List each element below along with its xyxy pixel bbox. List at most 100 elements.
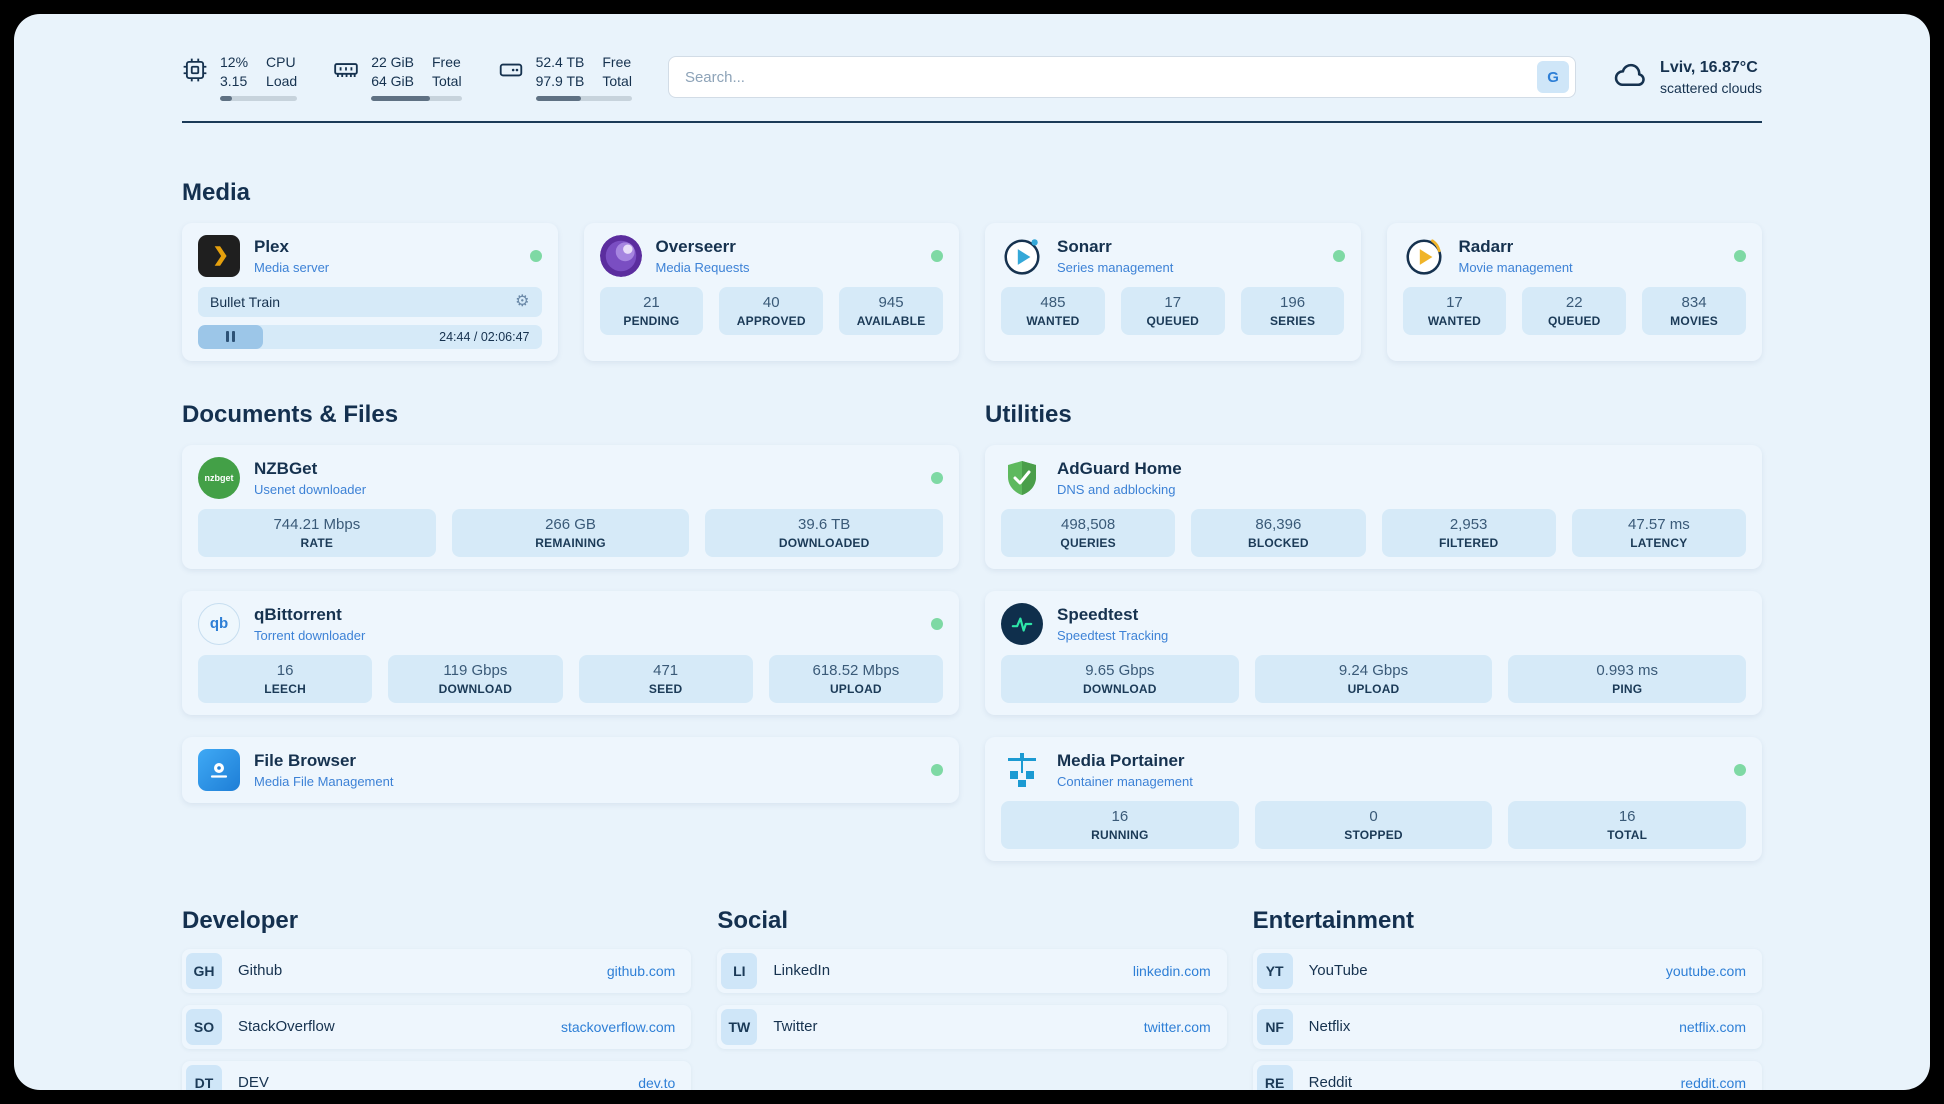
playback-time: 24:44 / 02:06:47 [439,329,530,344]
stat-label: UPLOAD [1347,681,1400,696]
status-dot [931,617,943,630]
stat-box: 39.6 TB DOWNLOADED [705,508,944,557]
stat-box: 0 STOPPED [1254,800,1493,849]
disk-total: 97.9 TB [535,72,585,89]
app-card-adguard[interactable]: AdGuard Home DNS and adblocking 498,508 … [985,444,1762,569]
speedtest-icon [1001,602,1043,645]
pause-icon[interactable] [226,331,236,343]
app-card-radarr[interactable]: Radarr Movie management 17 WANTED 22 QUE… [1386,222,1762,361]
stat-value: 945 [878,293,904,311]
stat-box: 47.57 ms LATENCY [1571,508,1746,557]
bookmark-name: Netflix [1308,1018,1351,1036]
stat-label: TOTAL [1607,827,1648,842]
cpu-widget: 12% CPU 3.15 Load [182,54,298,101]
app-card-overseerr[interactable]: Overseerr Media Requests 21 PENDING 40 A… [583,222,959,361]
now-playing-title: Bullet Train [210,293,281,310]
stat-label: DOWNLOADED [778,535,870,550]
documents-section-title: Documents & Files [182,400,399,428]
bookmark-linkedin[interactable]: LI LinkedIn linkedin.com [717,948,1227,993]
app-subtitle: Usenet downloader [254,481,367,497]
disk-free: 52.4 TB [535,54,585,70]
stat-box: 744.21 Mbps RATE [198,508,436,557]
stat-box: 945 AVAILABLE [839,286,943,335]
stat-label: PENDING [623,313,680,328]
app-card-sonarr[interactable]: Sonarr Series management 485 WANTED 17 Q… [985,222,1361,361]
documents-section: Documents & Files nzbget NZBGet Usenet d… [182,401,959,803]
gear-icon[interactable]: ⚙ [515,292,530,310]
search-engine-button[interactable]: G [1537,61,1570,94]
stat-label: LATENCY [1630,535,1688,550]
stat-box: 266 GB REMAINING [451,508,690,557]
cpu-icon [182,57,208,88]
app-subtitle: Container management [1057,773,1193,789]
stat-label: PING [1612,681,1643,696]
stat-label: APPROVED [736,313,806,328]
app-subtitle: Media Requests [655,259,750,275]
stat-box: 2,953 FILTERED [1381,508,1556,557]
stat-box: 485 WANTED [1001,286,1105,335]
bookmark-url: linkedin.com [1132,962,1211,979]
app-name: AdGuard Home [1057,458,1182,478]
stat-box: 16 LEECH [198,654,373,703]
stat-value: 17 [1446,293,1463,311]
stat-value: 744.21 Mbps [273,515,361,533]
stat-label: RATE [300,535,334,550]
disk-widget: 52.4 TB Free 97.9 TB Total [498,54,632,101]
stat-value: 21 [643,293,660,311]
adguard-icon [1001,457,1043,499]
stat-box: 17 QUEUED [1120,286,1225,335]
app-name: Radarr [1458,236,1514,256]
bookmark-url: twitter.com [1143,1018,1211,1035]
stat-value: 471 [653,661,679,679]
dashboard-page: 12% CPU 3.15 Load [14,14,1930,1090]
app-name: Media Portainer [1057,750,1185,770]
app-card-speedtest[interactable]: Speedtest Speedtest Tracking 9.65 Gbps D… [985,590,1762,715]
bookmark-name: Github [238,962,283,980]
bookmark-name: StackOverflow [238,1018,335,1036]
app-name: qBittorrent [254,604,342,624]
stat-label: QUERIES [1060,535,1116,550]
playback-progress-fill [198,324,264,349]
memory-label-top: Free [432,54,461,70]
top-bar: 12% CPU 3.15 Load [182,54,1762,101]
bookmark-youtube[interactable]: YT YouTube youtube.com [1252,948,1762,993]
bookmark-url: stackoverflow.com [560,1018,676,1035]
stat-value: 16 [1111,807,1129,825]
stat-value: 485 [1040,293,1066,311]
entertainment-section: Entertainment YT YouTube youtube.com NF … [1252,907,1762,1090]
app-subtitle: DNS and adblocking [1057,481,1176,497]
app-card-nzbget[interactable]: nzbget NZBGet Usenet downloader 744.21 M… [182,444,959,569]
playback-progress-bar[interactable]: 24:44 / 02:06:47 [198,324,542,349]
cpu-label-bottom: Load [266,72,298,89]
search-input[interactable] [684,68,1538,86]
bookmark-stackoverflow[interactable]: SO StackOverflow stackoverflow.com [182,1004,692,1049]
bookmark-dev[interactable]: DT DEV dev.to [182,1060,692,1090]
bookmark-netflix[interactable]: NF Netflix netflix.com [1252,1004,1762,1049]
memory-icon [333,57,359,88]
weather-widget: Lviv, 16.87°C scattered clouds [1612,57,1762,98]
stat-label: SEED [648,681,683,696]
app-name: Speedtest [1057,604,1139,624]
stat-label: QUEUED [1547,313,1601,328]
stat-box: 618.52 Mbps UPLOAD [768,654,943,703]
stat-box: 498,508 QUERIES [1001,508,1176,557]
bookmark-twitter[interactable]: TW Twitter twitter.com [717,1004,1227,1049]
bookmark-name: DEV [238,1074,269,1090]
app-card-filebrowser[interactable]: File Browser Media File Management [182,736,959,803]
youtube-badge-icon: YT [1256,952,1293,989]
bookmark-url: reddit.com [1680,1074,1746,1090]
stat-label: STOPPED [1344,827,1403,842]
stat-box: 16 TOTAL [1508,800,1747,849]
app-card-portainer[interactable]: Media Portainer Container management 16 … [985,736,1762,861]
bookmark-github[interactable]: GH Github github.com [182,948,692,993]
stat-value: 47.57 ms [1628,515,1690,533]
radarr-icon [1403,235,1445,277]
app-card-plex[interactable]: Plex Media server Bullet Train ⚙ 24:44 [182,222,558,361]
app-subtitle: Torrent downloader [254,627,366,643]
linkedin-badge-icon: LI [721,952,758,989]
app-card-qbittorrent[interactable]: qb qBittorrent Torrent downloader 16 LEE… [182,590,959,715]
bookmark-name: Twitter [773,1018,818,1036]
stat-box: 196 SERIES [1240,286,1345,335]
search-bar: G [667,56,1577,99]
bookmark-reddit[interactable]: RE Reddit reddit.com [1252,1060,1762,1090]
